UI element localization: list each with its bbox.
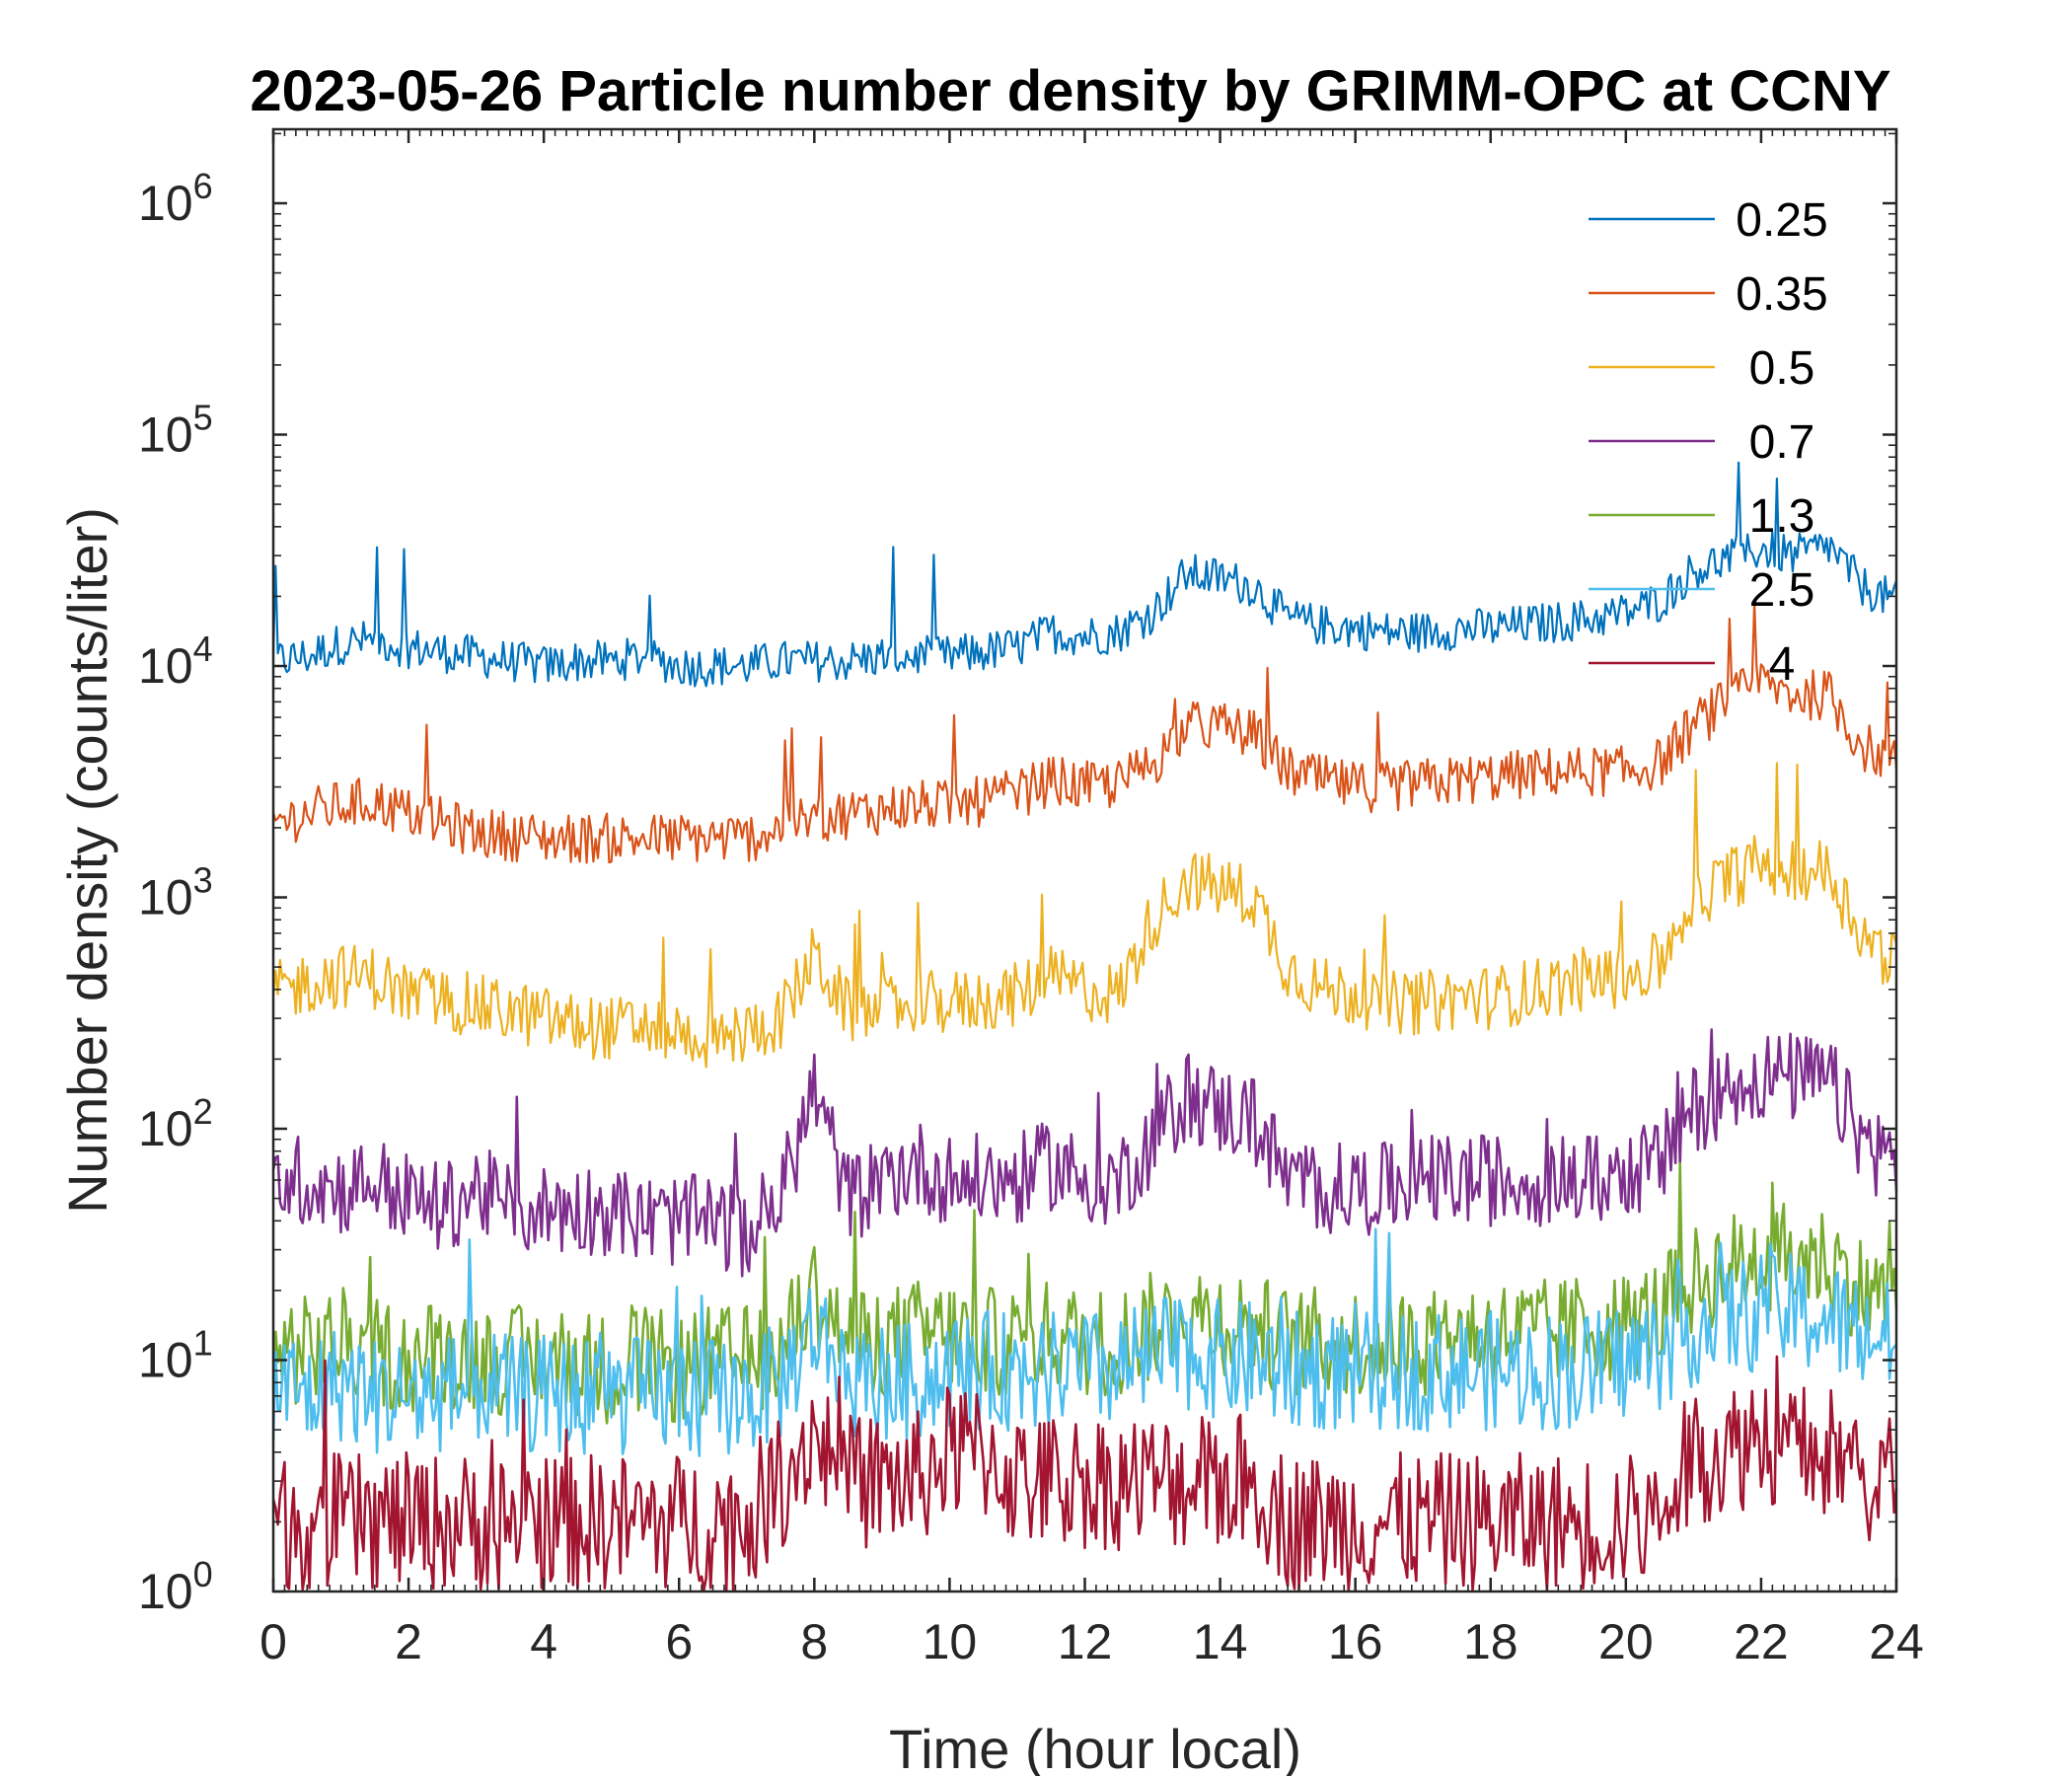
y-tick-label: 104 (138, 629, 213, 694)
x-tick-label: 0 (259, 1614, 287, 1669)
series-line-2.5 (271, 1227, 1897, 1457)
legend-label-0.5: 0.5 (1749, 342, 1815, 395)
x-tick-label: 24 (1869, 1614, 1924, 1669)
x-tick-label: 12 (1058, 1614, 1113, 1669)
x-tick-label: 20 (1598, 1614, 1654, 1669)
legend-label-0.25: 0.25 (1736, 194, 1827, 247)
series-line-0.25 (271, 461, 1898, 688)
series-line-0.35 (271, 601, 1898, 864)
x-tick-label: 16 (1328, 1614, 1383, 1669)
legend-label-1.3: 1.3 (1749, 490, 1815, 543)
x-tick-label: 6 (665, 1614, 693, 1669)
series-line-0.5 (271, 762, 1898, 1069)
x-tick-label: 14 (1193, 1614, 1248, 1669)
y-tick-label: 100 (138, 1554, 213, 1619)
legend-label-4: 4 (1769, 638, 1796, 691)
x-tick-label: 10 (923, 1614, 978, 1669)
x-tick-label: 22 (1734, 1614, 1789, 1669)
legend-label-0.35: 0.35 (1736, 268, 1827, 321)
y-tick-label: 101 (138, 1323, 213, 1388)
series-line-0.7 (271, 1028, 1898, 1278)
y-tick-label: 102 (138, 1091, 213, 1156)
major-ticks (271, 129, 1898, 1593)
y-tick-label: 106 (138, 166, 213, 231)
x-tick-label: 4 (530, 1614, 557, 1669)
minor-ticks (273, 129, 1896, 1591)
legend: 0.25 0.35 0.5 0.7 1.3 2.5 4 (1589, 194, 1828, 691)
chart-title: 2023-05-26 Particle number density by GR… (250, 59, 1890, 123)
legend-label-0.7: 0.7 (1749, 416, 1815, 469)
x-tick-labels: 0 2 4 6 8 10 12 14 16 18 20 22 24 (259, 1614, 1924, 1669)
y-tick-label: 105 (138, 398, 213, 463)
y-tick-labels: 100 101 102 103 104 105 106 (138, 166, 213, 1619)
x-tick-label: 18 (1463, 1614, 1518, 1669)
x-tick-label: 2 (395, 1614, 422, 1669)
x-tick-label: 8 (800, 1614, 828, 1669)
y-tick-label: 103 (138, 860, 213, 925)
y-axis-label: Number density (counts/liter) (56, 507, 118, 1214)
legend-label-2.5: 2.5 (1749, 564, 1815, 617)
x-axis-label: Time (hour local) (889, 1718, 1301, 1776)
